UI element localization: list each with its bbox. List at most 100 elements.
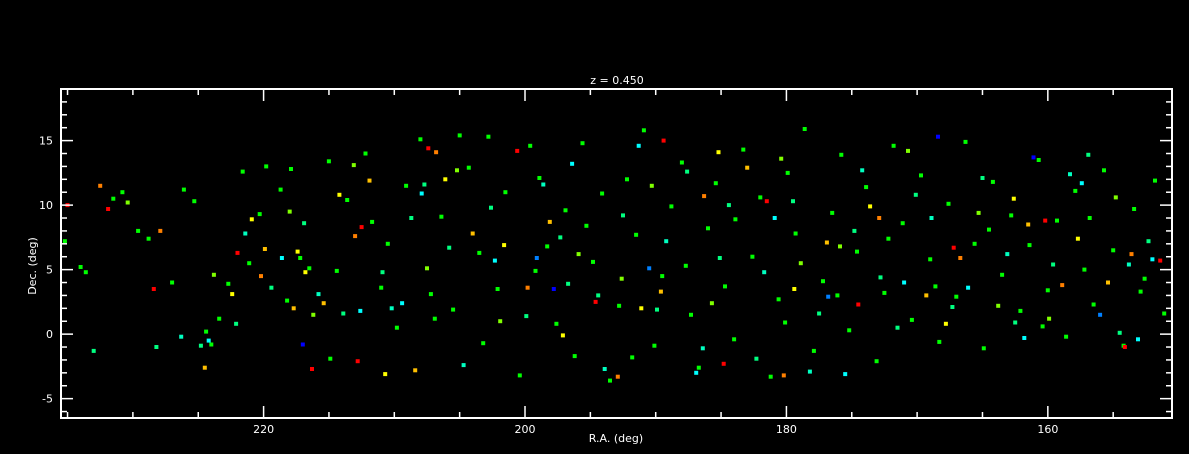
data-point — [370, 219, 375, 224]
data-point — [209, 342, 214, 347]
data-point — [247, 261, 252, 266]
data-point — [547, 219, 552, 224]
x-tick-label: 200 — [515, 423, 536, 436]
data-point — [1047, 316, 1052, 321]
data-point — [1073, 188, 1078, 193]
data-point — [625, 177, 629, 182]
data-point — [62, 239, 67, 244]
data-point — [817, 311, 822, 316]
y-tick-label: 10 — [39, 199, 53, 212]
data-point — [1082, 267, 1087, 272]
data-point — [913, 192, 918, 197]
data-point — [202, 365, 207, 370]
data-point — [608, 378, 612, 383]
data-point — [111, 196, 116, 201]
data-point — [1102, 168, 1106, 173]
data-point — [136, 228, 141, 233]
data-point — [383, 372, 388, 377]
data-point — [886, 236, 891, 241]
data-point — [1150, 257, 1155, 262]
data-point — [878, 275, 883, 280]
data-point — [264, 164, 269, 169]
data-point — [517, 373, 522, 378]
data-point — [534, 256, 539, 260]
data-point — [359, 225, 364, 230]
data-point — [868, 204, 873, 209]
data-point — [1126, 262, 1131, 267]
y-tick-label: 0 — [46, 328, 53, 341]
data-point — [781, 373, 786, 378]
data-point — [733, 217, 738, 222]
data-point — [560, 333, 565, 338]
data-point — [990, 179, 995, 184]
data-point — [929, 216, 934, 220]
data-point — [179, 334, 184, 339]
data-point — [951, 245, 956, 250]
data-point — [1138, 289, 1143, 294]
data-point — [963, 139, 968, 144]
data-point — [432, 316, 437, 321]
data-point — [1068, 172, 1072, 177]
data-point — [351, 163, 356, 168]
data-point — [211, 272, 216, 277]
data-point — [291, 306, 296, 311]
data-point — [649, 183, 654, 188]
data-point — [600, 191, 605, 196]
data-point — [240, 169, 245, 174]
data-point — [933, 284, 938, 289]
data-point — [634, 232, 639, 237]
data-point — [758, 195, 763, 200]
data-point — [303, 270, 308, 275]
data-point — [1051, 262, 1056, 267]
data-point — [811, 348, 816, 353]
axis-ticks: 220 200 180 160 -5 0 5 10 15 — [39, 89, 1172, 436]
data-point — [826, 294, 831, 299]
data-point — [713, 181, 718, 186]
x-tick-label: 160 — [1037, 423, 1058, 436]
data-point — [1122, 345, 1127, 349]
data-point — [1055, 218, 1059, 223]
data-point — [726, 203, 731, 208]
data-point — [262, 247, 267, 251]
data-point — [655, 307, 659, 312]
data-point — [791, 199, 795, 204]
data-point — [1153, 178, 1157, 183]
data-point — [1086, 152, 1091, 157]
data-point — [345, 198, 350, 202]
data-point — [700, 346, 705, 351]
data-point — [528, 143, 533, 148]
data-point — [958, 256, 963, 260]
data-point — [341, 311, 346, 316]
data-point — [1009, 213, 1014, 218]
data-point — [664, 239, 669, 244]
data-point — [425, 266, 429, 271]
data-point — [639, 306, 644, 311]
data-point — [337, 192, 342, 197]
data-point — [572, 354, 577, 359]
data-point — [1087, 216, 1092, 220]
data-point — [106, 207, 111, 211]
data-point — [762, 270, 767, 275]
data-point — [298, 256, 303, 260]
data-point — [204, 329, 209, 334]
data-point — [683, 263, 688, 268]
data-point — [689, 312, 693, 317]
data-point — [515, 148, 520, 153]
data-point — [874, 359, 879, 364]
data-point — [409, 216, 414, 220]
data-point — [919, 173, 923, 178]
data-point — [234, 321, 239, 326]
data-point — [1000, 272, 1005, 277]
data-point — [785, 170, 790, 175]
data-point — [807, 369, 812, 374]
data-point — [882, 290, 887, 295]
y-tick-label: 15 — [39, 135, 53, 148]
data-point — [316, 292, 321, 297]
data-point — [470, 231, 475, 236]
data-point — [1136, 337, 1140, 342]
data-point — [502, 243, 507, 248]
data-point — [151, 287, 156, 291]
data-point — [636, 143, 641, 148]
data-point — [563, 208, 568, 213]
